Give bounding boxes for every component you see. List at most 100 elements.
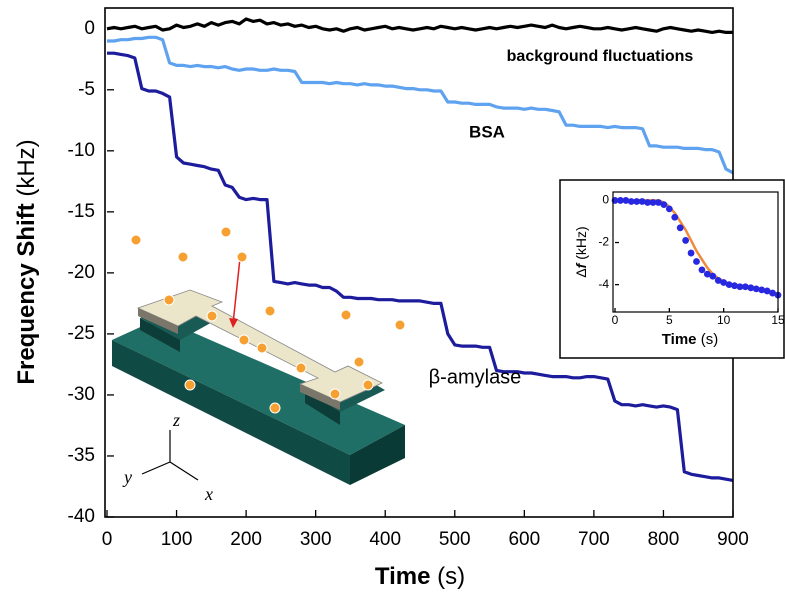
- x-tick-label: 100: [161, 529, 193, 550]
- data-point: [709, 272, 717, 280]
- x-title: Time: [662, 331, 697, 348]
- particle: [394, 319, 406, 331]
- left-pedestal-side: [140, 318, 180, 352]
- x-tick-label: 700: [578, 529, 610, 550]
- y-tick-label: -4: [598, 277, 609, 291]
- particle: [264, 305, 276, 317]
- x-tick-label: 600: [508, 529, 540, 550]
- y-arrow: [141, 461, 171, 475]
- y-tick-label: 0: [602, 193, 609, 207]
- data-point: [731, 282, 738, 290]
- y-tick-label: -30: [68, 384, 95, 405]
- base-side: [350, 425, 405, 485]
- x-tick-label: 400: [369, 529, 401, 550]
- particle: [220, 226, 232, 238]
- x-tick-label: 10: [717, 313, 731, 327]
- particle: [130, 234, 142, 246]
- x-axis-title: Time (s): [375, 563, 465, 590]
- inset-chart: 0 5 10 15 0 -2 -4: [598, 191, 785, 327]
- data-point: [665, 205, 673, 213]
- data-point: [682, 237, 690, 244]
- series-label: background fluctuations: [507, 48, 694, 65]
- series-line: [107, 35, 734, 175]
- x-unit: (s): [437, 563, 465, 590]
- axis-letter: y: [122, 467, 132, 487]
- data-point: [698, 266, 706, 274]
- data-point: [687, 249, 695, 257]
- y-tick-label: -10: [68, 140, 95, 161]
- y-axis-title: Frequency Shift (kHz): [13, 139, 40, 384]
- data-point: [617, 197, 624, 204]
- y-tick-label: -5: [78, 79, 95, 100]
- particle: [256, 342, 268, 354]
- data-point: [671, 213, 679, 221]
- data-point: [763, 287, 771, 295]
- series-label: β-amylase: [429, 366, 522, 388]
- data-point: [703, 270, 711, 278]
- x-title: Time: [375, 563, 431, 590]
- axis-letter: z: [172, 410, 180, 430]
- inset-x-axis-title: Time (s): [662, 331, 718, 348]
- x-tick-label: 200: [230, 529, 262, 550]
- y-tick-label: -40: [68, 506, 95, 527]
- axis-glyph: [141, 430, 199, 481]
- arrowhead: [229, 318, 238, 328]
- data-point: [736, 283, 744, 291]
- y-unit: (kHz): [13, 139, 40, 196]
- main-chart: 0 100 200 300 400 500 600 700 800 9000-5-10-15-20…: [68, 7, 749, 550]
- series-label: BSA: [469, 122, 505, 141]
- particle: [353, 356, 365, 368]
- y-tick-label: -15: [68, 201, 95, 222]
- series-line: [106, 17, 733, 34]
- x-tick-label: 15: [771, 313, 785, 327]
- data-point: [720, 279, 728, 286]
- arrow: [232, 257, 241, 325]
- data-point: [758, 286, 766, 294]
- particle: [269, 402, 281, 414]
- data-point: [747, 284, 755, 292]
- data-point: [752, 285, 760, 293]
- data-point: [725, 281, 733, 289]
- x-tick-label: 900: [717, 529, 749, 550]
- plot-frame: [612, 191, 779, 313]
- particle: [177, 251, 189, 263]
- data-point: [742, 283, 749, 291]
- x-tick-label: 0: [612, 313, 619, 327]
- x-tick-label: 0: [102, 529, 113, 550]
- y-var: f: [573, 262, 589, 268]
- particle: [329, 388, 341, 400]
- cantilever-illustration: z y x: [112, 226, 406, 504]
- x-tick-label: 5: [666, 313, 673, 327]
- data-point: [622, 197, 630, 204]
- data-point: [627, 198, 635, 205]
- x-tick-label: 300: [300, 529, 332, 550]
- beam-edge: [300, 384, 340, 410]
- y-tick-label: -35: [68, 445, 95, 466]
- data-point: [649, 199, 657, 206]
- inset-y-axis-title: Δf (kHz): [573, 226, 589, 277]
- data-point: [655, 199, 662, 206]
- axis-letter: x: [204, 484, 213, 504]
- particle: [362, 379, 374, 391]
- y-tick-label: 0: [84, 18, 95, 39]
- data-point: [693, 258, 700, 265]
- particle: [236, 251, 248, 263]
- particle: [295, 362, 307, 374]
- y-tick-label: -25: [68, 323, 95, 344]
- y-unit: (kHz): [573, 226, 589, 259]
- data-point: [769, 289, 776, 297]
- y-symbol: Δ: [573, 268, 589, 277]
- data-point: [676, 224, 684, 232]
- beam-edge: [138, 308, 178, 334]
- base-top: [112, 318, 405, 455]
- particles: [130, 226, 406, 414]
- data-point: [633, 198, 641, 205]
- x-unit: (s): [701, 331, 719, 348]
- x-tick-label: 500: [439, 529, 471, 550]
- particle: [238, 334, 250, 346]
- series-line: [107, 51, 734, 482]
- particle: [206, 310, 218, 322]
- right-pedestal-side: [305, 390, 340, 425]
- particle: [184, 379, 196, 391]
- base-front: [112, 340, 350, 485]
